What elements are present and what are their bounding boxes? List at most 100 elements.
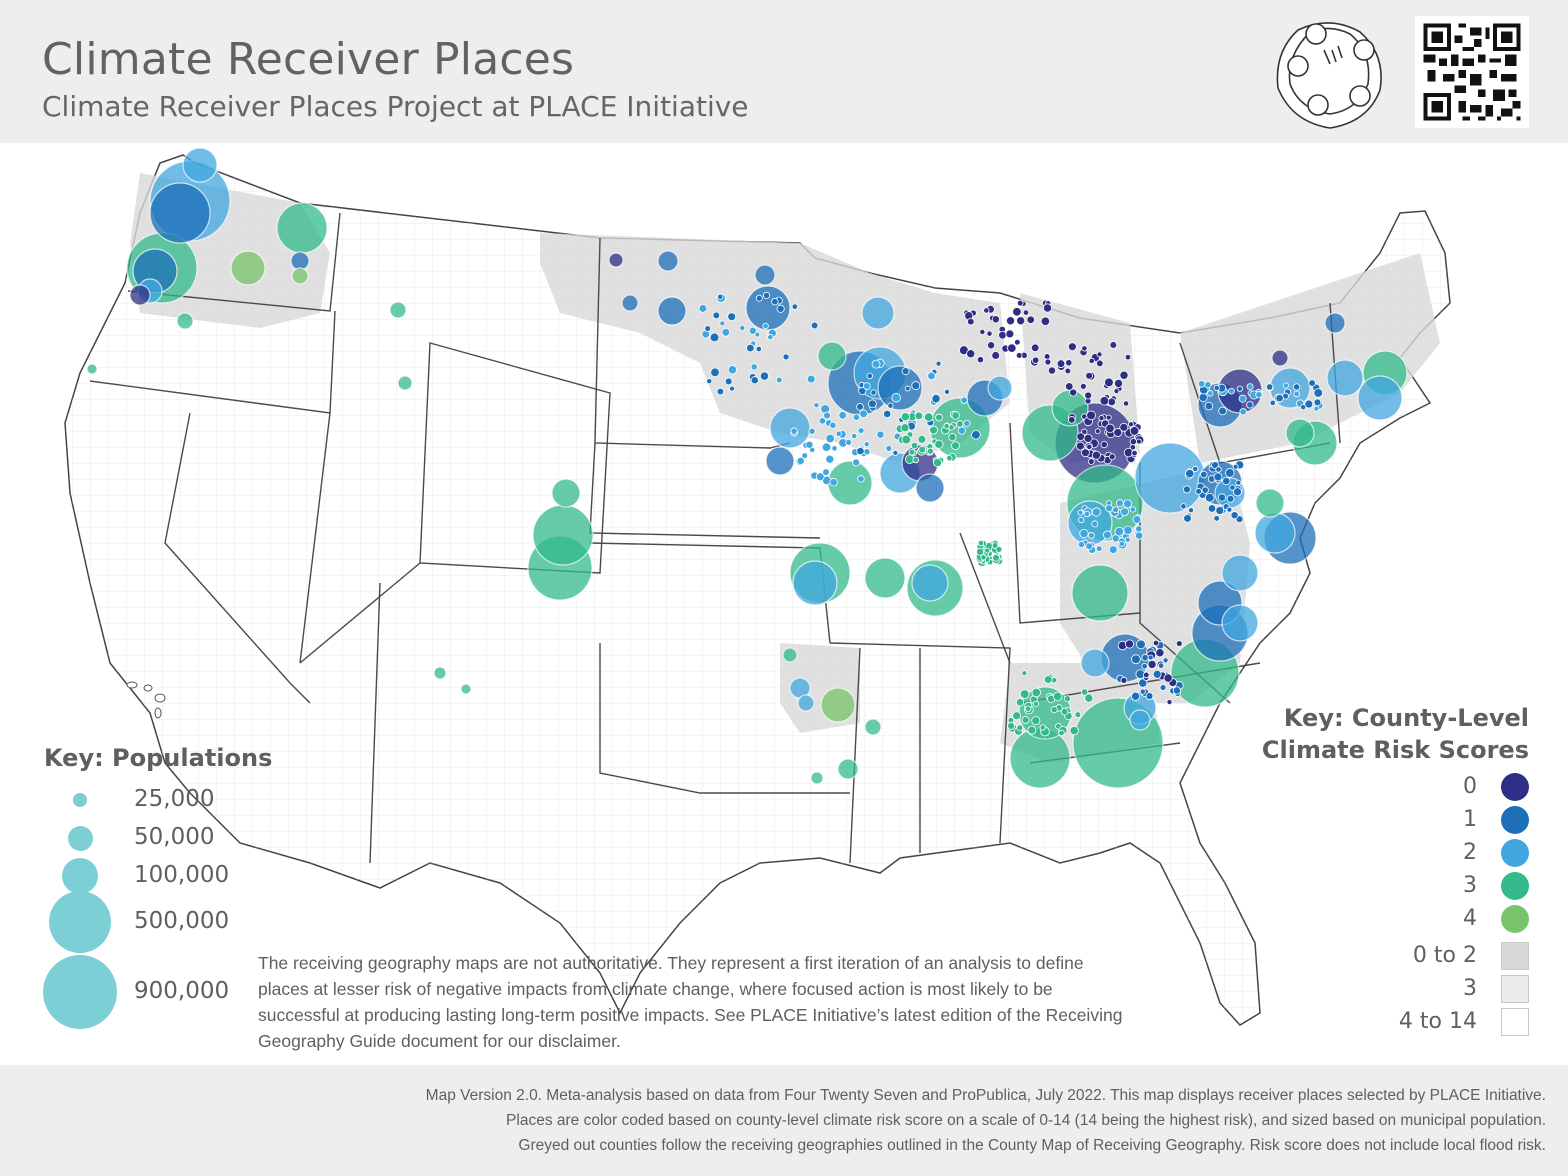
receiver-place-dot[interactable] <box>1225 468 1235 478</box>
receiver-place-dot[interactable] <box>986 330 993 337</box>
receiver-place-dot[interactable] <box>976 356 985 364</box>
receiver-place-dot[interactable] <box>712 311 721 320</box>
receiver-place-dot[interactable] <box>759 371 770 381</box>
receiver-place-bubble[interactable] <box>1285 418 1315 448</box>
receiver-place-dot[interactable] <box>1044 358 1052 366</box>
receiver-place-dot[interactable] <box>739 324 746 332</box>
receiver-place-dot[interactable] <box>1050 706 1058 714</box>
receiver-place-dot[interactable] <box>1132 515 1142 524</box>
us-map[interactable] <box>0 143 1568 1065</box>
receiver-place-dot[interactable] <box>1119 422 1129 432</box>
receiver-place-dot[interactable] <box>1131 691 1141 701</box>
receiver-place-dot[interactable] <box>716 387 725 396</box>
receiver-place-dot[interactable] <box>750 376 759 385</box>
receiver-place-dot[interactable] <box>1200 470 1208 479</box>
receiver-place-dot[interactable] <box>1016 316 1026 326</box>
receiver-place-bubble[interactable] <box>820 687 856 723</box>
receiver-place-dot[interactable] <box>944 388 950 395</box>
receiver-place-dot[interactable] <box>790 427 798 435</box>
receiver-place-dot[interactable] <box>1265 383 1274 391</box>
receiver-place-dot[interactable] <box>998 330 1007 340</box>
receiver-place-dot[interactable] <box>1195 487 1202 495</box>
receiver-place-dot[interactable] <box>1056 359 1066 368</box>
receiver-place-dot[interactable] <box>1147 654 1154 661</box>
receiver-place-dot[interactable] <box>1134 531 1144 540</box>
receiver-place-bubble[interactable] <box>182 147 218 183</box>
receiver-place-dot[interactable] <box>1197 380 1206 388</box>
receiver-place-dot[interactable] <box>1131 449 1138 457</box>
receiver-place-dot[interactable] <box>1015 352 1023 359</box>
receiver-place-dot[interactable] <box>1175 640 1183 647</box>
receiver-place-bubble[interactable] <box>877 365 923 411</box>
receiver-place-dot[interactable] <box>1064 695 1071 703</box>
receiver-place-dot[interactable] <box>831 445 838 452</box>
receiver-place-dot[interactable] <box>876 430 885 439</box>
receiver-place-dot[interactable] <box>857 475 865 483</box>
receiver-place-dot[interactable] <box>1064 367 1072 375</box>
receiver-place-dot[interactable] <box>1207 390 1214 397</box>
receiver-place-dot[interactable] <box>1027 725 1037 735</box>
receiver-place-dot[interactable] <box>991 351 1001 360</box>
receiver-place-bubble[interactable] <box>864 557 906 599</box>
receiver-place-dot[interactable] <box>900 423 910 433</box>
receiver-place-dot[interactable] <box>1308 379 1316 387</box>
receiver-place-dot[interactable] <box>825 433 835 444</box>
receiver-place-dot[interactable] <box>1085 542 1093 551</box>
receiver-place-bubble[interactable] <box>608 252 624 268</box>
receiver-place-dot[interactable] <box>1042 303 1053 313</box>
receiver-place-dot[interactable] <box>1192 465 1199 472</box>
receiver-place-dot[interactable] <box>901 367 910 376</box>
receiver-place-dot[interactable] <box>1016 724 1024 732</box>
receiver-place-dot[interactable] <box>1058 729 1065 737</box>
receiver-place-dot[interactable] <box>995 545 1003 553</box>
receiver-place-dot[interactable] <box>963 419 971 428</box>
receiver-place-bubble[interactable] <box>861 296 895 330</box>
receiver-place-dot[interactable] <box>821 442 832 452</box>
receiver-place-dot[interactable] <box>1021 716 1030 724</box>
receiver-place-dot[interactable] <box>1138 678 1148 688</box>
receiver-place-bubble[interactable] <box>797 694 815 712</box>
receiver-place-dot[interactable] <box>1064 382 1074 391</box>
receiver-place-dot[interactable] <box>1124 354 1132 361</box>
receiver-place-dot[interactable] <box>791 303 799 310</box>
receiver-place-dot[interactable] <box>1269 399 1276 406</box>
receiver-place-dot[interactable] <box>951 411 960 420</box>
receiver-place-dot[interactable] <box>1282 382 1289 389</box>
receiver-place-bubble[interactable] <box>765 446 795 476</box>
receiver-place-dot[interactable] <box>762 291 771 299</box>
receiver-place-dot[interactable] <box>1067 342 1077 352</box>
receiver-place-dot[interactable] <box>754 331 761 338</box>
receiver-place-dot[interactable] <box>808 427 816 435</box>
receiver-place-dot[interactable] <box>1213 472 1223 482</box>
receiver-place-dot[interactable] <box>1119 370 1129 380</box>
receiver-place-dot[interactable] <box>1006 316 1016 326</box>
receiver-place-dot[interactable] <box>1141 662 1148 670</box>
receiver-place-dot[interactable] <box>1104 377 1114 388</box>
receiver-place-dot[interactable] <box>727 312 737 322</box>
receiver-place-dot[interactable] <box>992 553 1000 562</box>
receiver-place-dot[interactable] <box>1185 468 1195 479</box>
receiver-place-dot[interactable] <box>1114 378 1124 388</box>
receiver-place-dot[interactable] <box>810 321 819 330</box>
receiver-place-dot[interactable] <box>1088 357 1095 364</box>
receiver-place-dot[interactable] <box>1166 699 1173 706</box>
receiver-place-dot[interactable] <box>1128 421 1134 428</box>
receiver-place-dot[interactable] <box>926 447 934 455</box>
receiver-place-dot[interactable] <box>815 472 825 482</box>
receiver-place-dot[interactable] <box>1198 392 1208 402</box>
receiver-place-dot[interactable] <box>1215 466 1222 473</box>
receiver-place-dot[interactable] <box>852 458 861 467</box>
receiver-place-bubble[interactable] <box>149 182 211 244</box>
receiver-place-dot[interactable] <box>1030 343 1040 353</box>
receiver-place-bubble[interactable] <box>290 251 310 271</box>
receiver-place-dot[interactable] <box>1084 391 1093 400</box>
receiver-place-dot[interactable] <box>1100 440 1108 449</box>
receiver-place-dot[interactable] <box>801 452 809 459</box>
receiver-place-dot[interactable] <box>1163 673 1173 683</box>
receiver-place-dot[interactable] <box>1026 315 1035 324</box>
receiver-place-dot[interactable] <box>1083 433 1093 443</box>
receiver-place-dot[interactable] <box>966 349 976 359</box>
receiver-place-dot[interactable] <box>1021 670 1028 677</box>
receiver-place-dot[interactable] <box>956 420 964 428</box>
receiver-place-dot[interactable] <box>1313 398 1322 407</box>
